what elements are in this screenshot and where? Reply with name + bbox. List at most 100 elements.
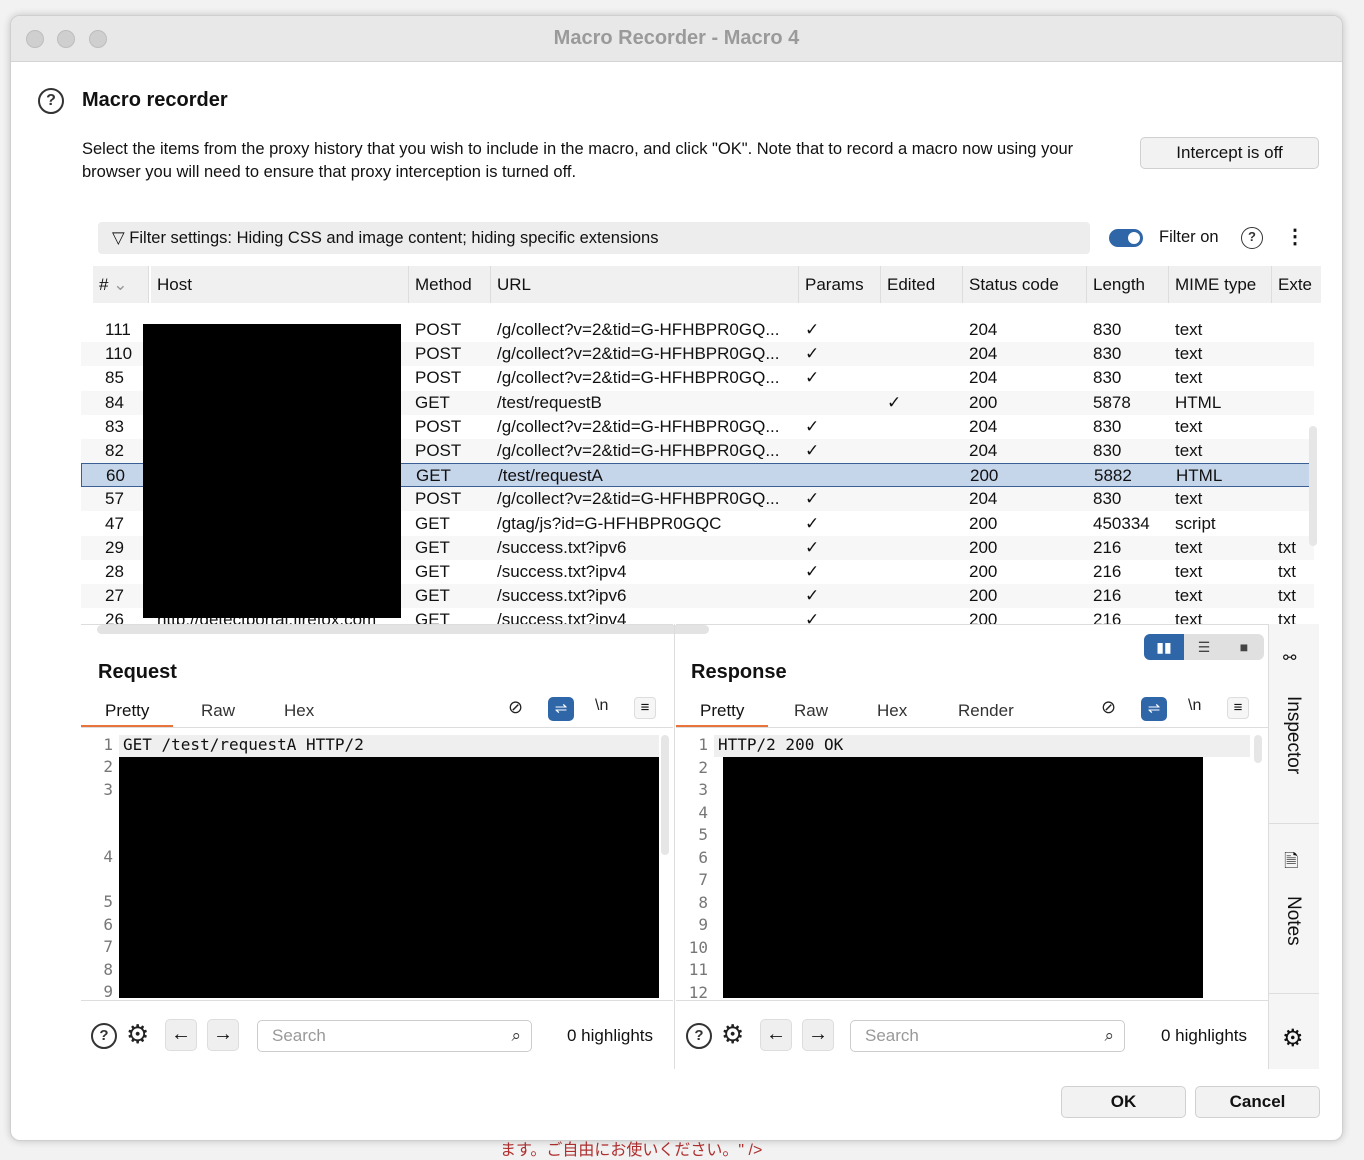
table-row[interactable]: 111 POST/g/collect?v=2&tid=G-HFHBPR0GQ...… (81, 318, 1314, 342)
response-previous-button[interactable]: ← (760, 1019, 792, 1051)
cell-num: 28 (105, 562, 124, 581)
cell-mime: text (1175, 562, 1203, 581)
line-number: 7 (103, 937, 113, 956)
response-tab-hex[interactable]: Hex (877, 701, 908, 720)
column-header-num[interactable]: # ⌄ (93, 266, 149, 303)
cell-num: 84 (105, 392, 124, 412)
word-wrap-button[interactable]: ⇌ (548, 697, 574, 721)
line-number: 6 (698, 847, 708, 867)
request-tab-hex[interactable]: Hex (284, 701, 315, 720)
single-pane-icon[interactable]: ■ (1239, 639, 1249, 655)
cell-params: ✓ (805, 489, 820, 509)
cell-method: GET (415, 562, 450, 581)
table-row[interactable]: 83 POST/g/collect?v=2&tid=G-HFHBPR0GQ... ✓… (81, 415, 1314, 439)
request-previous-button[interactable]: ← (165, 1019, 197, 1051)
redacted-request-body (119, 757, 659, 998)
hide-nonprintable-icon[interactable]: ⊘ (1101, 697, 1117, 717)
cell-method: GET (415, 586, 450, 606)
minimize-window-button[interactable] (57, 30, 75, 48)
help-icon[interactable]: ? (38, 88, 64, 114)
response-first-line[interactable]: HTTP/2 200 OK (718, 735, 844, 754)
hide-nonprintable-icon[interactable]: ⊘ (508, 697, 524, 717)
response-tab-pretty[interactable]: Pretty (676, 701, 769, 728)
redacted-host-column (143, 324, 401, 618)
column-header-url[interactable]: URL (491, 266, 799, 303)
tab-divider (676, 727, 1268, 728)
filter-on-label: Filter on (1159, 228, 1219, 246)
cell-num: 83 (105, 416, 124, 436)
cell-method: POST (415, 416, 462, 436)
sidebar-settings-icon[interactable]: ⚙ (1282, 1025, 1304, 1052)
line-number: 7 (698, 870, 708, 889)
response-menu-button[interactable]: ≡ (1227, 697, 1249, 719)
redacted-response-body (723, 757, 1203, 998)
cell-method: POST (415, 441, 462, 460)
cell-status: 204 (969, 416, 998, 436)
line-number: 3 (103, 780, 113, 799)
newline-button[interactable]: \n (1188, 697, 1202, 714)
response-next-button[interactable]: → (802, 1019, 834, 1051)
filter-toggle[interactable] (1109, 229, 1143, 247)
table-row[interactable]: 85 POST/g/collect?v=2&tid=G-HFHBPR0GQ... ✓… (81, 366, 1314, 390)
sidebar-item-inspector[interactable]: ⚯ Inspector (1269, 624, 1319, 824)
request-first-line[interactable]: GET /test/requestA HTTP/2 (123, 735, 364, 754)
cell-num: 60 (106, 466, 125, 486)
column-header-host[interactable]: Host (151, 266, 409, 303)
request-search-input[interactable]: Search ⌕ (257, 1020, 532, 1052)
split-vertical-icon[interactable]: ▮▮ (1144, 634, 1184, 660)
table-row[interactable]: 27 GET/success.txt?ipv6 ✓ 200 216 text txt (81, 584, 1314, 609)
table-row[interactable]: 28 GET/success.txt?ipv4 ✓ 200 216 text txt (81, 560, 1314, 584)
filter-settings-bar[interactable]: ▽ Filter settings: Hiding CSS and image … (98, 222, 1090, 254)
newline-button[interactable]: \n (595, 697, 609, 714)
word-wrap-button[interactable]: ⇌ (1141, 697, 1167, 721)
request-menu-button[interactable]: ≡ (634, 697, 656, 719)
column-header-mime[interactable]: MIME type (1169, 266, 1272, 303)
cell-params: ✓ (805, 562, 820, 581)
cancel-button[interactable]: Cancel (1195, 1086, 1320, 1118)
response-scrollbar[interactable] (1254, 735, 1262, 763)
intercept-toggle-button[interactable]: Intercept is off (1140, 137, 1319, 169)
cell-mime: text (1175, 416, 1203, 436)
ok-button[interactable]: OK (1061, 1086, 1186, 1118)
cell-method: POST (415, 489, 462, 509)
notes-icon: 🗎 (1284, 851, 1299, 871)
response-search-input[interactable]: Search ⌕ (850, 1020, 1125, 1052)
cell-params: ✓ (805, 610, 820, 624)
request-scrollbar[interactable] (661, 735, 669, 855)
cell-method: GET (415, 392, 450, 412)
line-number: 10 (688, 937, 708, 957)
column-header-edited[interactable]: Edited (881, 266, 963, 303)
sidebar-item-notes[interactable]: 🗎 Notes (1269, 824, 1319, 994)
filter-icon: ▽ (112, 229, 130, 247)
request-help-icon[interactable]: ? (91, 1023, 117, 1049)
line-number: 5 (103, 892, 113, 911)
request-tab-pretty[interactable]: Pretty (81, 701, 174, 728)
panel-divider[interactable] (674, 624, 675, 1069)
cell-mime: text (1175, 610, 1203, 624)
table-row[interactable]: 47 GET/gtag/js?id=G-HFHBPR0GQC ✓ 200 450334 s… (81, 512, 1314, 536)
cell-params: ✓ (805, 441, 820, 460)
response-tab-raw[interactable]: Raw (794, 701, 829, 720)
request-settings-icon[interactable]: ⚙ (126, 1019, 150, 1049)
cell-url: /success.txt?ipv6 (497, 537, 627, 557)
filter-help-icon[interactable]: ? (1241, 227, 1263, 249)
column-header-length[interactable]: Length (1087, 266, 1169, 303)
line-number: 8 (698, 892, 708, 912)
more-options-icon[interactable]: ⋮ (1285, 226, 1305, 248)
split-horizontal-icon[interactable]: ☰ (1197, 639, 1211, 655)
zoom-window-button[interactable] (89, 30, 107, 48)
cell-status: 200 (969, 537, 998, 557)
search-icon: ⌕ (1104, 1026, 1114, 1045)
request-tab-raw[interactable]: Raw (201, 701, 236, 720)
column-header-status[interactable]: Status code (963, 266, 1087, 303)
table-horizontal-scrollbar[interactable] (97, 625, 709, 634)
close-window-button[interactable] (26, 30, 44, 48)
response-settings-icon[interactable]: ⚙ (721, 1019, 745, 1049)
response-tab-render[interactable]: Render (958, 701, 1014, 720)
column-header-method[interactable]: Method (409, 266, 491, 303)
table-vertical-scrollbar[interactable] (1309, 426, 1317, 546)
response-help-icon[interactable]: ? (686, 1023, 712, 1049)
column-header-params[interactable]: Params (799, 266, 881, 303)
request-next-button[interactable]: → (207, 1019, 239, 1051)
column-header-ext[interactable]: Exte (1272, 266, 1321, 303)
